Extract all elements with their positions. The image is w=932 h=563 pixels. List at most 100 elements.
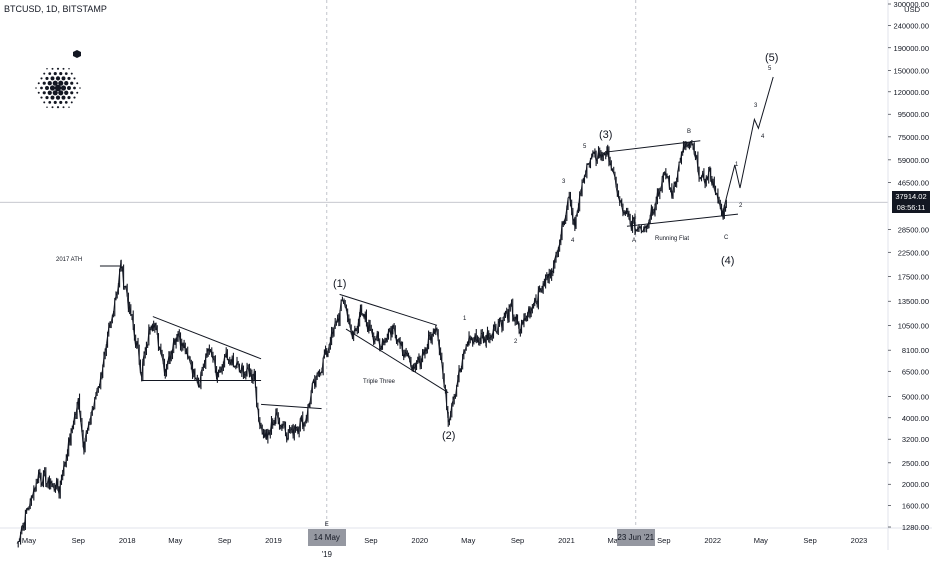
projection [721, 76, 774, 216]
wave-3-label: (3) [599, 129, 612, 141]
logo-dot [55, 76, 61, 81]
logo-dot [79, 87, 81, 89]
projection-1-label: 1 [735, 162, 739, 168]
event-marker: E [325, 522, 329, 528]
wave-4-label: (4) [721, 255, 734, 267]
logo-dot [48, 101, 52, 104]
triple-three-label: Triple Three [363, 379, 396, 385]
crosshair-date-1: 23 Jun '21 [616, 529, 655, 546]
price-tick-label: 59000.00 [898, 156, 929, 165]
price-tick-label: 75000.00 [898, 133, 929, 142]
logo-dot [51, 67, 54, 70]
time-tick-label: May [168, 536, 182, 545]
time-tick-label: Sep [511, 536, 524, 545]
logo-dot [54, 84, 62, 92]
time-axis: May Sep 2018 May Sep 2019 Sep 2020 May Sep 2021 May… [22, 522, 867, 545]
price-tick-label: 6500.00 [902, 367, 929, 376]
logo-dot [67, 96, 71, 100]
logo-dot [68, 68, 70, 70]
logo-dot [47, 90, 52, 95]
time-tick-label: May [22, 536, 36, 545]
logo-dot [56, 67, 60, 70]
current-price: 37914.02 [895, 192, 927, 202]
time-tick-label: May [754, 536, 768, 545]
annotations: 2017 ATH Triple Three Running Flat (1) (… [56, 52, 778, 442]
trendlines [99, 140, 739, 410]
time-tick-label: 2022 [704, 536, 721, 545]
subwave-4-label: 4 [571, 238, 575, 244]
price-tick-label: 2000.00 [902, 480, 929, 489]
trendline-3 [261, 403, 322, 410]
logo-dot [61, 95, 66, 100]
time-tick-label: Sep [364, 536, 377, 545]
projection-2-label: 2 [739, 203, 743, 209]
price-tick-label: 8100.00 [902, 346, 929, 355]
logo-dot [37, 91, 40, 94]
time-tick-label: May [607, 536, 621, 545]
logo-dot [43, 101, 46, 104]
price-tick-label: 240000.00 [894, 21, 929, 30]
logo-dot [46, 68, 48, 70]
logo-dot [67, 86, 71, 90]
gridlines [0, 0, 932, 550]
logo-dot [46, 106, 48, 108]
price-axis-currency: USD [904, 5, 920, 14]
logo-dot [64, 72, 68, 75]
ath-label: 2017 ATH [56, 257, 82, 263]
logo-dot [64, 101, 68, 104]
logo-dot [64, 90, 69, 95]
wave-2-label: (2) [442, 430, 455, 442]
countdown: 08:56:11 [896, 203, 926, 213]
price-tick-label: 22500.00 [898, 248, 929, 257]
price-tick-label: 150000.00 [894, 66, 929, 75]
price-line [16, 140, 727, 544]
price-tick-label: 190000.00 [894, 44, 929, 53]
price-tick-label: 300000.00 [894, 0, 929, 9]
time-tick-label: Sep [803, 536, 816, 545]
price-tick-label: 5000.00 [902, 392, 929, 401]
price-tick-label: 13500.00 [898, 297, 929, 306]
logo-dot [60, 85, 67, 91]
time-tick-label: 2018 [119, 536, 136, 545]
trendline-5 [345, 328, 449, 394]
price-series [16, 139, 727, 548]
logo-dot [73, 96, 76, 99]
logo-dot [56, 106, 60, 109]
logo-dot [49, 85, 56, 91]
trendline-4 [339, 293, 438, 326]
logo-dot [59, 100, 63, 104]
time-tick-label: May [461, 536, 475, 545]
logo-dot [52, 80, 58, 86]
subwave-b-label: B [687, 129, 691, 135]
logo-dot [45, 76, 49, 80]
logo-dot [45, 96, 49, 100]
price-tick-label: 3200.00 [902, 435, 929, 444]
logo-dot [52, 90, 58, 96]
time-tick-label: 2021 [558, 536, 575, 545]
price-tick-label: 120000.00 [894, 88, 929, 97]
logo-dot [61, 76, 66, 81]
current-price-tag: 37914.02 08:56:11 [892, 191, 930, 214]
logo-dot [40, 77, 43, 80]
logo-dot [76, 82, 79, 85]
price-tick-label: 28500.00 [898, 226, 929, 235]
subwave-3-label: 3 [562, 179, 566, 185]
logo-dot [50, 95, 55, 100]
price-tick-label: 17500.00 [898, 272, 929, 281]
chart: 2017 ATH Triple Three Running Flat (1) (… [0, 0, 932, 550]
logo-dot [70, 91, 74, 95]
time-tick-label: 2023 [851, 536, 868, 545]
logo-dot [76, 91, 79, 94]
logo-dot [62, 67, 65, 70]
price-tick-label: 1600.00 [902, 502, 929, 511]
time-tick-label: Sep [657, 536, 670, 545]
logo-dot [68, 106, 70, 108]
wave-5-label: (5) [765, 52, 778, 64]
time-tick-label: 2020 [411, 536, 428, 545]
crosshair-date-0: 14 May '19 [307, 529, 346, 559]
projection-5-label: 5 [768, 66, 772, 72]
subwave-1-label: 1 [463, 316, 467, 322]
logo-hexagon [73, 50, 81, 58]
trendline-7 [626, 213, 739, 227]
